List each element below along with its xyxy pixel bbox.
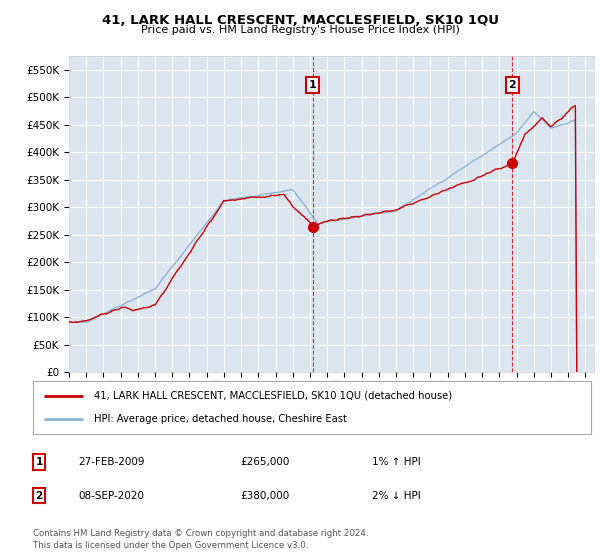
Text: 2: 2 — [508, 80, 516, 90]
Text: 1% ↑ HPI: 1% ↑ HPI — [372, 457, 421, 467]
Text: Price paid vs. HM Land Registry's House Price Index (HPI): Price paid vs. HM Land Registry's House … — [140, 25, 460, 35]
Text: 2% ↓ HPI: 2% ↓ HPI — [372, 491, 421, 501]
Text: 41, LARK HALL CRESCENT, MACCLESFIELD, SK10 1QU: 41, LARK HALL CRESCENT, MACCLESFIELD, SK… — [101, 14, 499, 27]
Text: 1: 1 — [308, 80, 316, 90]
Text: 2: 2 — [35, 491, 43, 501]
Text: £380,000: £380,000 — [240, 491, 289, 501]
FancyBboxPatch shape — [33, 381, 591, 434]
Text: 1: 1 — [35, 457, 43, 467]
Text: 08-SEP-2020: 08-SEP-2020 — [78, 491, 144, 501]
Text: HPI: Average price, detached house, Cheshire East: HPI: Average price, detached house, Ches… — [94, 414, 347, 424]
Text: 41, LARK HALL CRESCENT, MACCLESFIELD, SK10 1QU (detached house): 41, LARK HALL CRESCENT, MACCLESFIELD, SK… — [94, 391, 452, 401]
Text: £265,000: £265,000 — [240, 457, 289, 467]
Text: 27-FEB-2009: 27-FEB-2009 — [78, 457, 145, 467]
Text: Contains HM Land Registry data © Crown copyright and database right 2024.
This d: Contains HM Land Registry data © Crown c… — [33, 529, 368, 550]
